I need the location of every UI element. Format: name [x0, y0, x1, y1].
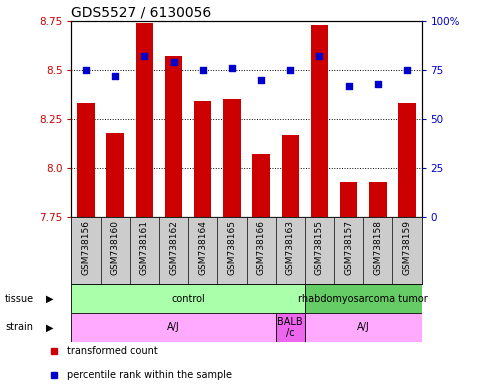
Bar — [305, 313, 422, 342]
Bar — [311, 25, 328, 217]
Point — [403, 67, 411, 73]
Text: GSM738166: GSM738166 — [256, 220, 266, 275]
Text: ▶: ▶ — [45, 322, 53, 333]
Text: tissue: tissue — [5, 293, 34, 304]
Text: GSM738157: GSM738157 — [344, 220, 353, 275]
Text: GSM738161: GSM738161 — [140, 220, 149, 275]
Text: strain: strain — [5, 322, 33, 333]
Text: GSM738159: GSM738159 — [402, 220, 412, 275]
Bar — [77, 103, 95, 217]
Point — [345, 83, 352, 89]
Bar — [165, 56, 182, 217]
Point — [228, 65, 236, 71]
Bar — [340, 182, 357, 217]
Text: GSM738155: GSM738155 — [315, 220, 324, 275]
Bar — [106, 133, 124, 217]
Text: GSM738162: GSM738162 — [169, 220, 178, 275]
Text: GSM738164: GSM738164 — [198, 220, 207, 275]
Text: GSM738165: GSM738165 — [227, 220, 237, 275]
Text: percentile rank within the sample: percentile rank within the sample — [68, 370, 232, 380]
Bar — [369, 182, 387, 217]
Bar — [305, 284, 422, 313]
Text: GSM738158: GSM738158 — [373, 220, 382, 275]
Text: A/J: A/J — [167, 322, 180, 333]
Point — [316, 53, 323, 60]
Bar — [252, 154, 270, 217]
Text: rhabdomyosarcoma tumor: rhabdomyosarcoma tumor — [298, 293, 428, 304]
Text: BALB
/c: BALB /c — [278, 316, 303, 338]
Text: GSM738156: GSM738156 — [81, 220, 91, 275]
Text: control: control — [171, 293, 205, 304]
Bar — [276, 313, 305, 342]
Point — [199, 67, 207, 73]
Point — [374, 81, 382, 87]
Bar — [194, 101, 211, 217]
Bar — [223, 99, 241, 217]
Bar — [71, 313, 276, 342]
Point — [82, 67, 90, 73]
Bar — [136, 23, 153, 217]
Text: GDS5527 / 6130056: GDS5527 / 6130056 — [71, 6, 211, 20]
Bar — [398, 103, 416, 217]
Text: ▶: ▶ — [45, 293, 53, 304]
Point — [141, 53, 148, 60]
Text: transformed count: transformed count — [68, 346, 158, 356]
Point — [170, 59, 177, 65]
Bar — [71, 284, 305, 313]
Text: A/J: A/J — [357, 322, 370, 333]
Text: GSM738163: GSM738163 — [286, 220, 295, 275]
Bar — [282, 135, 299, 217]
Point — [286, 67, 294, 73]
Point — [111, 73, 119, 79]
Point — [257, 77, 265, 83]
Text: GSM738160: GSM738160 — [111, 220, 120, 275]
